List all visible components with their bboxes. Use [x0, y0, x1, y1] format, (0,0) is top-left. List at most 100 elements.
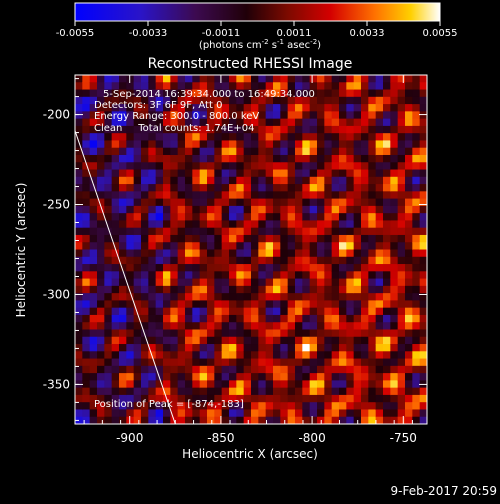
heatmap-cell — [273, 358, 281, 367]
heatmap-cell — [405, 358, 413, 367]
heatmap-cell — [295, 111, 303, 120]
heatmap-cell — [405, 111, 413, 120]
heatmap-cell — [207, 300, 215, 309]
heatmap-cell — [295, 227, 303, 236]
heatmap-cell — [331, 118, 340, 127]
heatmap-cell — [258, 125, 267, 134]
heatmap-cell — [111, 242, 120, 251]
heatmap-cell — [141, 264, 149, 272]
heatmap-cell — [419, 169, 427, 178]
heatmap-cell — [339, 162, 347, 171]
heatmap-cell — [368, 307, 377, 316]
colorbar-tick-label: 0.0011 — [277, 28, 312, 39]
heatmap-cell — [148, 234, 157, 243]
heatmap-cell — [177, 162, 186, 171]
heatmap-cell — [412, 176, 421, 185]
heatmap-cell — [221, 111, 230, 120]
heatmap-cell — [75, 234, 83, 243]
heatmap-cell — [280, 329, 289, 338]
heatmap-cell — [119, 416, 127, 424]
heatmap-cell — [126, 256, 135, 265]
heatmap-cell — [104, 227, 113, 236]
heatmap-cell — [397, 96, 406, 105]
heatmap-cell — [331, 205, 340, 214]
heatmap-cell — [273, 227, 281, 236]
heatmap-cell — [82, 176, 91, 185]
heatmap-cell — [141, 191, 149, 200]
heatmap-cell — [317, 271, 325, 280]
heatmap-cell — [295, 409, 303, 418]
heatmap-cell — [185, 242, 193, 251]
heatmap-cell — [111, 75, 120, 83]
heatmap-cell — [141, 416, 149, 424]
heatmap-cell — [163, 285, 171, 294]
heatmap-cell — [229, 82, 237, 91]
heatmap-cell — [397, 336, 406, 345]
heatmap-cell — [177, 184, 186, 192]
heatmap-cell — [273, 278, 281, 287]
heatmap-cell — [89, 409, 98, 418]
heatmap-cell — [229, 373, 237, 381]
heatmap-cell — [317, 285, 325, 294]
heatmap-cell — [170, 344, 179, 352]
heatmap-cell — [89, 169, 98, 178]
heatmap-cell — [287, 271, 296, 280]
heatmap-cell — [295, 75, 303, 83]
heatmap-cell — [251, 336, 259, 345]
heatmap-cell — [324, 351, 333, 360]
heatmap-cell — [221, 336, 230, 345]
heatmap-cell — [265, 271, 274, 280]
heatmap-cell — [97, 198, 105, 207]
heatmap-cell — [251, 256, 259, 265]
heatmap-cell — [390, 205, 399, 214]
heatmap-cell — [295, 365, 303, 374]
heatmap-cell — [331, 162, 340, 171]
heatmap-cell — [229, 75, 237, 83]
heatmap-cell — [141, 82, 149, 91]
heatmap-cell — [346, 394, 355, 403]
heatmap-cell — [207, 220, 215, 229]
heatmap-cell — [273, 322, 281, 331]
heatmap-cell — [185, 82, 193, 91]
heatmap-cell — [353, 351, 362, 360]
heatmap-cell — [236, 176, 245, 185]
heatmap-cell — [287, 75, 296, 83]
heatmap-cell — [214, 358, 223, 367]
heatmap-cell — [339, 307, 347, 316]
heatmap-cell — [163, 162, 171, 171]
heatmap-cell — [207, 380, 215, 389]
heatmap-cell — [82, 213, 91, 222]
heatmap-cell — [199, 336, 208, 345]
heatmap-cell — [368, 256, 377, 265]
heatmap-cell — [170, 205, 179, 214]
heatmap-cell — [317, 147, 325, 156]
heatmap-cell — [368, 285, 377, 294]
heatmap-cell — [361, 314, 369, 323]
heatmap-cell — [280, 184, 289, 192]
heatmap-cell — [397, 409, 406, 418]
heatmap-cell — [126, 147, 135, 156]
heatmap-cell — [251, 249, 259, 258]
heatmap-cell — [214, 402, 223, 411]
heatmap-cell — [104, 191, 113, 200]
heatmap-cell — [295, 154, 303, 163]
heatmap-cell — [119, 278, 127, 287]
heatmap-cell — [199, 220, 208, 229]
heatmap-cell — [302, 176, 311, 185]
heatmap-cell — [397, 380, 406, 389]
heatmap-cell — [412, 365, 421, 374]
heatmap-cell — [119, 140, 127, 149]
heatmap-cell — [97, 416, 105, 424]
heatmap-cell — [302, 213, 311, 222]
heatmap-cell — [302, 307, 311, 316]
heatmap-cell — [405, 154, 413, 163]
heatmap-cell — [251, 329, 259, 338]
heatmap-cell — [346, 351, 355, 360]
heatmap-cell — [119, 365, 127, 374]
heatmap-cell — [324, 154, 333, 163]
heatmap-cell — [75, 365, 83, 374]
heatmap-cell — [236, 234, 245, 243]
heatmap-cell — [287, 387, 296, 396]
heatmap-cell — [75, 111, 83, 120]
heatmap-cell — [383, 358, 391, 367]
